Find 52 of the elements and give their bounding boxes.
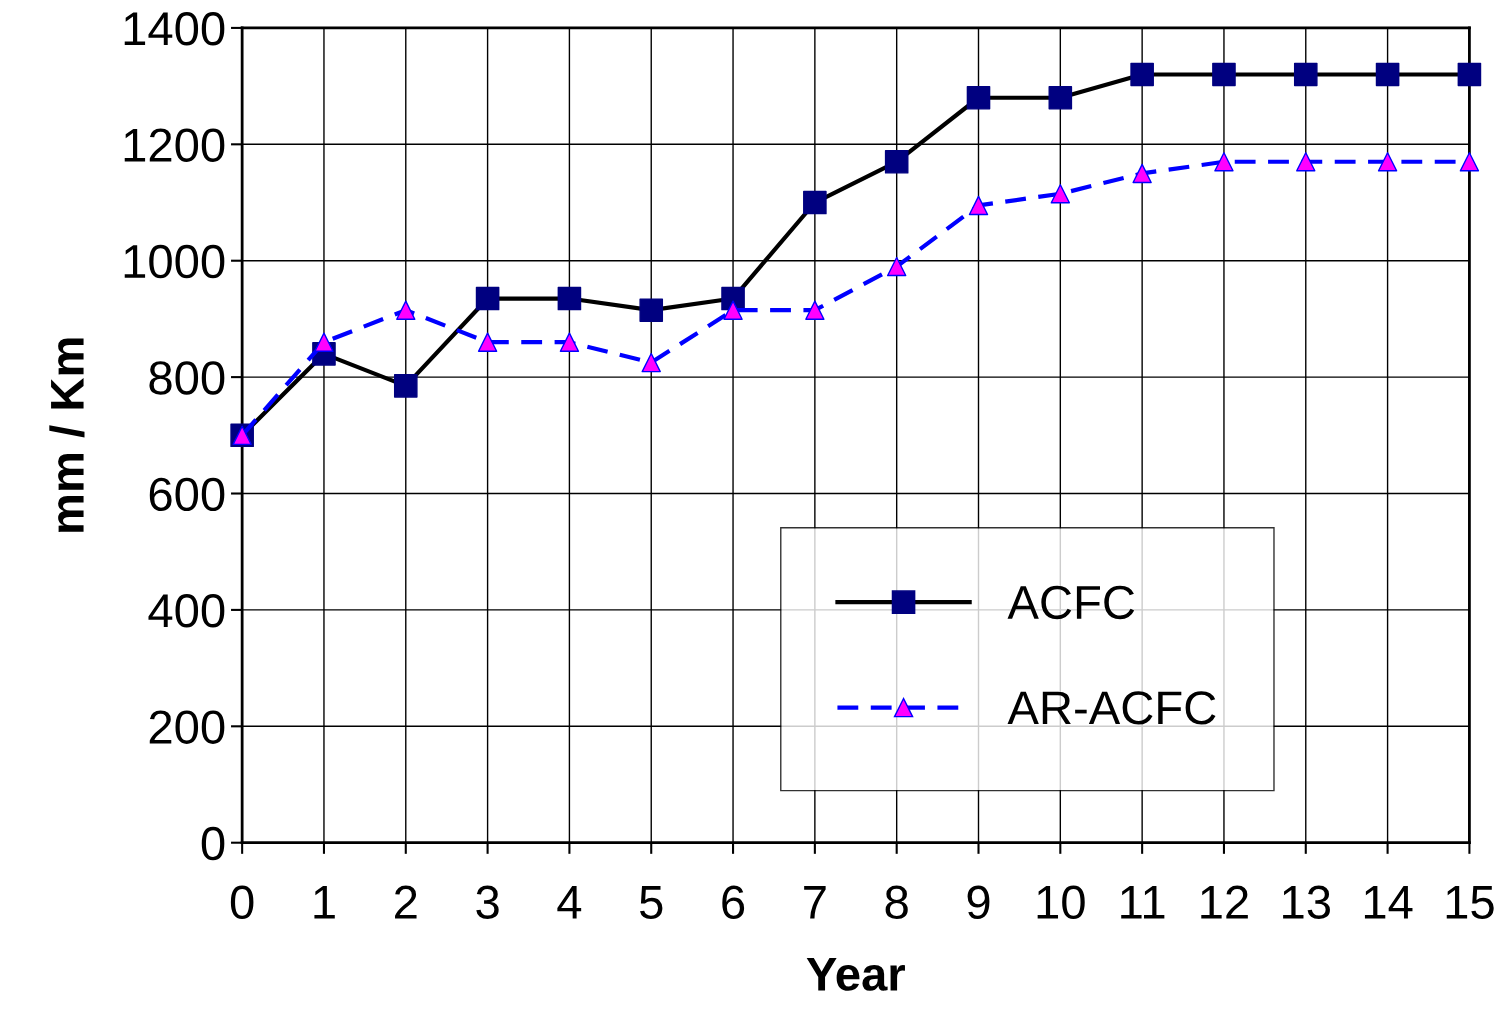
point	[968, 195, 989, 216]
y-tick-label: 800	[149, 361, 225, 395]
x-tick-label: 5	[639, 886, 663, 920]
point	[641, 352, 661, 373]
x-tick-label: 6	[722, 885, 745, 920]
y-tick-label: 1400	[124, 12, 225, 46]
x-tick-label: 0	[230, 885, 254, 920]
point	[966, 85, 991, 110]
point	[805, 300, 825, 320]
x-tick-label: 14	[1364, 886, 1413, 919]
point	[1130, 62, 1154, 87]
legend-label: AR-ACFC	[1007, 691, 1216, 725]
point	[886, 256, 907, 277]
x-axis-title: Year	[806, 957, 905, 991]
point	[1293, 62, 1318, 87]
point	[475, 286, 500, 311]
legend-label: ACFC	[1007, 585, 1135, 620]
y-tick-label: 1200	[124, 128, 225, 162]
point	[1457, 62, 1482, 87]
y-tick-label: 200	[149, 710, 225, 744]
x-tick-label: 3	[476, 885, 499, 920]
point	[396, 300, 416, 320]
x-tick-label: 7	[804, 886, 826, 919]
point	[1212, 62, 1236, 87]
point	[1050, 184, 1071, 204]
x-tick-label: 9	[967, 885, 990, 920]
y-tick-label: 1000	[124, 244, 225, 279]
point	[803, 190, 827, 215]
x-tick-label: 1	[314, 886, 335, 919]
x-tick-label: 2	[395, 885, 417, 919]
x-tick-label: 15	[1446, 886, 1494, 920]
y-tick-label: 0	[201, 826, 225, 861]
point	[1132, 163, 1152, 184]
x-tick-label: 4	[557, 886, 582, 919]
point	[1377, 152, 1398, 172]
point	[559, 332, 580, 352]
x-tick-label: 12	[1201, 885, 1248, 919]
x-tick-label: 13	[1283, 885, 1330, 920]
point	[1296, 152, 1316, 172]
point	[1459, 152, 1480, 172]
point	[1214, 152, 1234, 172]
point	[314, 332, 334, 352]
point	[1375, 62, 1400, 87]
x-tick-label: 11	[1121, 886, 1165, 919]
y-tick-label: 400	[148, 594, 225, 628]
point	[723, 300, 743, 320]
y-axis-title: mm / Km	[49, 338, 85, 532]
y-tick-label: 600	[149, 477, 225, 512]
x-tick-label: 10	[1037, 885, 1085, 920]
point	[477, 332, 498, 352]
x-tick-label: 8	[885, 885, 908, 920]
point	[557, 286, 582, 311]
